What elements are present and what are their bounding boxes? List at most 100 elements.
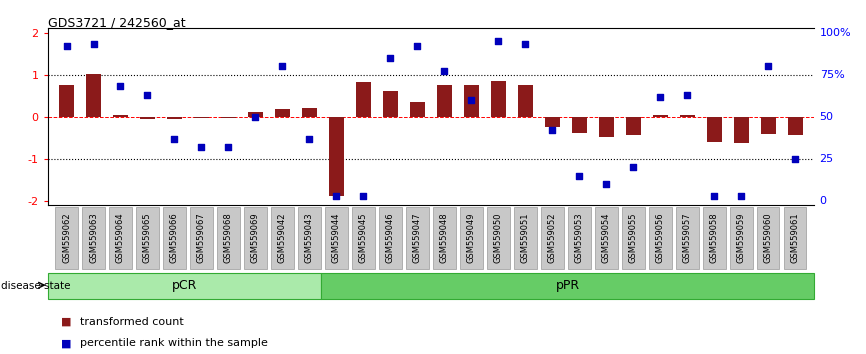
- Text: 0: 0: [819, 196, 826, 206]
- Bar: [221, 117, 236, 118]
- Text: GDS3721 / 242560_at: GDS3721 / 242560_at: [48, 16, 185, 29]
- Text: 50: 50: [819, 112, 834, 122]
- Bar: [598, 117, 614, 137]
- Bar: [167, 117, 182, 119]
- Text: ■: ■: [61, 338, 71, 348]
- Bar: [302, 108, 317, 117]
- FancyBboxPatch shape: [298, 207, 320, 269]
- FancyBboxPatch shape: [433, 207, 456, 269]
- Point: [302, 136, 316, 142]
- Point: [60, 43, 74, 49]
- Bar: [410, 102, 424, 117]
- Point: [761, 63, 775, 69]
- Bar: [707, 117, 721, 142]
- Point: [87, 41, 100, 47]
- FancyBboxPatch shape: [163, 207, 186, 269]
- FancyBboxPatch shape: [730, 207, 753, 269]
- FancyBboxPatch shape: [82, 207, 105, 269]
- Point: [437, 68, 451, 74]
- Bar: [113, 115, 128, 117]
- Text: GSM559064: GSM559064: [116, 213, 125, 263]
- Text: pCR: pCR: [171, 279, 197, 292]
- FancyBboxPatch shape: [514, 207, 537, 269]
- Text: GSM559052: GSM559052: [548, 213, 557, 263]
- Text: 75%: 75%: [819, 70, 844, 80]
- FancyBboxPatch shape: [136, 207, 158, 269]
- Bar: [356, 82, 371, 117]
- Bar: [329, 117, 344, 196]
- Text: GSM559061: GSM559061: [791, 213, 799, 263]
- FancyBboxPatch shape: [217, 207, 240, 269]
- Text: GSM559055: GSM559055: [629, 213, 637, 263]
- Bar: [491, 81, 506, 117]
- Bar: [572, 117, 586, 133]
- Text: GSM559045: GSM559045: [359, 213, 368, 263]
- FancyBboxPatch shape: [271, 207, 294, 269]
- Point: [357, 193, 371, 199]
- Text: GSM559068: GSM559068: [224, 213, 233, 263]
- Bar: [680, 115, 695, 117]
- Bar: [275, 109, 290, 117]
- Text: GSM559056: GSM559056: [656, 213, 665, 263]
- Text: GSM559057: GSM559057: [682, 213, 692, 263]
- Point: [599, 181, 613, 187]
- Text: GSM559044: GSM559044: [332, 213, 341, 263]
- Text: GSM559067: GSM559067: [197, 213, 206, 263]
- FancyBboxPatch shape: [757, 207, 779, 269]
- Text: disease state: disease state: [1, 281, 70, 291]
- FancyBboxPatch shape: [649, 207, 671, 269]
- FancyBboxPatch shape: [379, 207, 402, 269]
- Point: [275, 63, 289, 69]
- Point: [519, 41, 533, 47]
- Text: GSM559054: GSM559054: [602, 213, 611, 263]
- Text: ■: ■: [61, 317, 71, 327]
- Text: GSM559053: GSM559053: [575, 213, 584, 263]
- Point: [653, 94, 667, 99]
- Bar: [518, 85, 533, 117]
- Point: [708, 193, 721, 199]
- Text: GSM559066: GSM559066: [170, 213, 179, 263]
- Bar: [760, 117, 776, 134]
- FancyBboxPatch shape: [703, 207, 726, 269]
- Bar: [464, 85, 479, 117]
- Bar: [321, 273, 814, 299]
- FancyBboxPatch shape: [460, 207, 482, 269]
- FancyBboxPatch shape: [191, 207, 213, 269]
- FancyBboxPatch shape: [406, 207, 429, 269]
- FancyBboxPatch shape: [595, 207, 617, 269]
- Bar: [86, 74, 101, 117]
- Point: [140, 92, 154, 98]
- FancyBboxPatch shape: [568, 207, 591, 269]
- Point: [546, 127, 559, 133]
- Text: GSM559047: GSM559047: [413, 213, 422, 263]
- Point: [167, 136, 181, 142]
- FancyBboxPatch shape: [784, 207, 806, 269]
- Text: GSM559042: GSM559042: [278, 213, 287, 263]
- Text: GSM559065: GSM559065: [143, 213, 152, 263]
- Point: [734, 193, 748, 199]
- FancyBboxPatch shape: [352, 207, 375, 269]
- FancyBboxPatch shape: [541, 207, 564, 269]
- Bar: [734, 117, 748, 143]
- Point: [626, 165, 640, 170]
- Text: GSM559046: GSM559046: [386, 213, 395, 263]
- Text: GSM559069: GSM559069: [251, 213, 260, 263]
- Text: GSM559049: GSM559049: [467, 213, 475, 263]
- Text: 25: 25: [819, 154, 834, 164]
- Text: 100%: 100%: [819, 28, 851, 38]
- Text: GSM559062: GSM559062: [62, 213, 71, 263]
- Text: GSM559058: GSM559058: [710, 213, 719, 263]
- Bar: [788, 117, 803, 135]
- Point: [681, 92, 695, 98]
- Bar: [59, 85, 74, 117]
- Point: [195, 144, 209, 150]
- Point: [464, 97, 478, 103]
- Bar: [140, 117, 155, 119]
- Text: GSM559051: GSM559051: [520, 213, 530, 263]
- Point: [113, 84, 127, 89]
- FancyBboxPatch shape: [55, 207, 78, 269]
- Text: percentile rank within the sample: percentile rank within the sample: [80, 338, 268, 348]
- Bar: [653, 115, 668, 117]
- Text: transformed count: transformed count: [80, 317, 184, 327]
- Text: GSM559043: GSM559043: [305, 213, 313, 263]
